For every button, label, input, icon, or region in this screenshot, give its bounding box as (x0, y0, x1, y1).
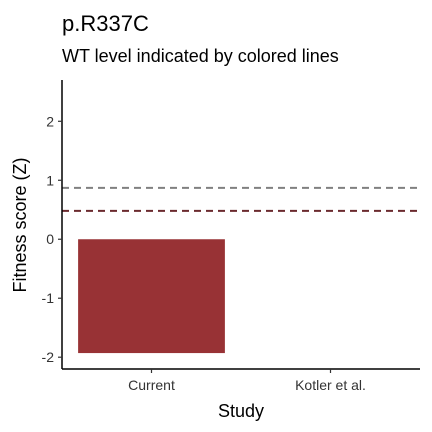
chart-subtitle: WT level indicated by colored lines (62, 46, 339, 66)
y-tick-label: -2 (42, 349, 55, 365)
y-tick-label: -1 (42, 290, 55, 306)
x-tick-label: Current (128, 377, 175, 393)
y-axis-label: Fitness score (Z) (10, 157, 30, 292)
x-axis-ticks: Current Kotler et al. (128, 369, 366, 393)
bar-0 (78, 239, 225, 353)
y-tick-label: 2 (46, 113, 54, 129)
y-axis-ticks: -2 -1 0 1 2 (42, 113, 62, 365)
y-tick-label: 0 (46, 231, 54, 247)
chart-title: p.R337C (62, 11, 149, 36)
plot-area (62, 188, 420, 353)
x-tick-label: Kotler et al. (295, 377, 366, 393)
y-tick-label: 1 (46, 172, 54, 188)
x-axis-label: Study (218, 401, 264, 421)
